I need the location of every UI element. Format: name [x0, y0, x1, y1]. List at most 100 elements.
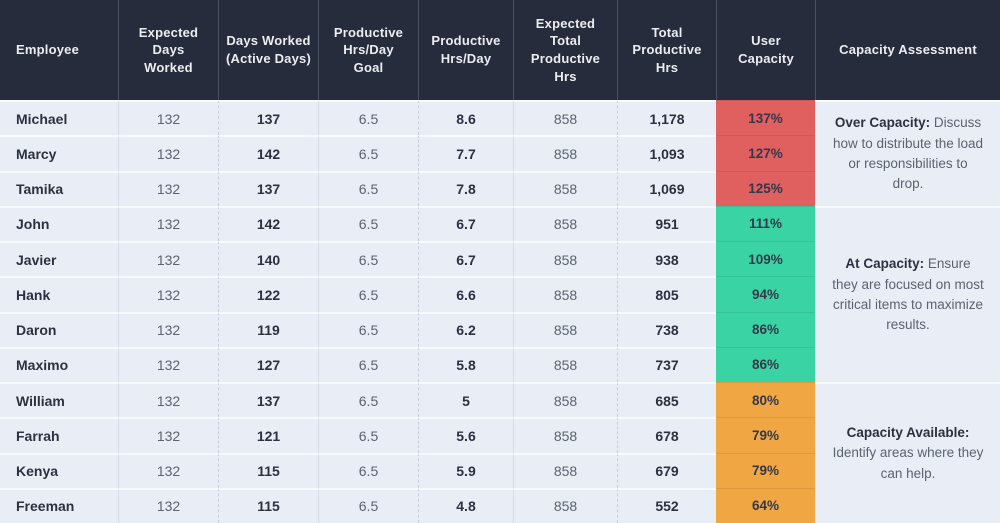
employee-name: Farrah: [0, 417, 118, 452]
cell-hrs-goal: 6.5: [318, 382, 418, 418]
cell-expected-total: 858: [513, 346, 617, 382]
cell-expected-total: 858: [513, 100, 617, 136]
cell-hrs-goal: 6.5: [318, 100, 418, 136]
employee-name: Daron: [0, 311, 118, 347]
cell-hrs-goal: 6.5: [318, 311, 418, 347]
cell-total-hrs: 552: [617, 487, 716, 523]
assessment-over-capacity: Over Capacity: Discuss how to distribute…: [815, 100, 1000, 206]
cell-hrs-goal: 6.5: [318, 452, 418, 488]
cell-hrs-goal: 6.5: [318, 346, 418, 382]
assessment-title: Over Capacity:: [834, 115, 931, 131]
assessment-description: Identify areas where they can help.: [832, 445, 984, 481]
employee-name: Marcy: [0, 135, 118, 170]
assessment-text-block: Capacity Available: Identify areas where…: [832, 423, 984, 484]
cell-hrs-actual: 7.8: [418, 170, 513, 206]
cell-hrs-actual: 5.6: [418, 417, 513, 453]
cell-expected-total: 858: [513, 452, 617, 488]
cell-hrs-actual: 6.7: [418, 205, 513, 241]
cell-expected-days: 132: [118, 487, 218, 523]
cell-expected-days: 132: [118, 417, 218, 453]
cell-days-worked: 137: [218, 100, 318, 136]
assessment-description: Ensure they are focused on most critical…: [832, 256, 984, 333]
cell-expected-days: 132: [118, 452, 218, 488]
cell-hrs-actual: 6.6: [418, 276, 513, 312]
user-capacity-badge: 137%: [716, 100, 815, 136]
user-capacity-badge: 79%: [716, 417, 815, 453]
cell-hrs-actual: 5.8: [418, 346, 513, 382]
cell-total-hrs: 685: [617, 382, 716, 418]
cell-hrs-goal: 6.5: [318, 417, 418, 453]
assessment-at-capacity: At Capacity: Ensure they are focused on …: [815, 205, 1000, 382]
cell-hrs-goal: 6.5: [318, 205, 418, 241]
cell-hrs-goal: 6.5: [318, 487, 418, 523]
employee-name: Tamika: [0, 170, 118, 206]
cell-days-worked: 115: [218, 452, 318, 488]
cell-expected-total: 858: [513, 135, 617, 171]
column-header-productive-hrs-day: Productive Hrs/Day: [418, 0, 513, 100]
column-header-total-productive-hrs: Total Productive Hrs: [617, 0, 716, 100]
cell-days-worked: 122: [218, 276, 318, 312]
employee-name: John: [0, 205, 118, 241]
cell-expected-total: 858: [513, 241, 617, 277]
cell-days-worked: 127: [218, 346, 318, 382]
employee-name: Maximo: [0, 346, 118, 382]
cell-expected-days: 132: [118, 311, 218, 347]
cell-total-hrs: 1,069: [617, 170, 716, 206]
cell-total-hrs: 805: [617, 276, 716, 312]
cell-expected-total: 858: [513, 170, 617, 206]
employee-name: Javier: [0, 241, 118, 276]
user-capacity-badge: 125%: [716, 170, 815, 206]
cell-total-hrs: 1,178: [617, 100, 716, 136]
cell-days-worked: 119: [218, 311, 318, 347]
user-capacity-badge: 109%: [716, 241, 815, 277]
column-header-productive-hrs-goal: Productive Hrs/Day Goal: [318, 0, 418, 100]
cell-expected-days: 132: [118, 382, 218, 418]
cell-days-worked: 115: [218, 487, 318, 523]
user-capacity-badge: 86%: [716, 311, 815, 347]
employee-name: Freeman: [0, 487, 118, 523]
employee-name: Kenya: [0, 452, 118, 488]
cell-total-hrs: 737: [617, 346, 716, 382]
cell-expected-days: 132: [118, 100, 218, 136]
assessment-available-capacity: Capacity Available: Identify areas where…: [815, 382, 1000, 523]
cell-hrs-actual: 6.7: [418, 241, 513, 277]
assessment-title: At Capacity:: [845, 256, 925, 272]
cell-hrs-goal: 6.5: [318, 135, 418, 171]
cell-expected-total: 858: [513, 487, 617, 523]
cell-days-worked: 140: [218, 241, 318, 277]
employee-name: Hank: [0, 276, 118, 311]
assessment-description: Discuss how to distribute the load or re…: [832, 115, 984, 192]
user-capacity-badge: 127%: [716, 135, 815, 171]
assessment-title: Capacity Available:: [846, 425, 970, 441]
cell-expected-days: 132: [118, 135, 218, 171]
cell-hrs-actual: 8.6: [418, 100, 513, 136]
cell-hrs-actual: 7.7: [418, 135, 513, 171]
employee-name: William: [0, 382, 118, 417]
user-capacity-badge: 86%: [716, 346, 815, 382]
cell-hrs-actual: 4.8: [418, 487, 513, 523]
cell-expected-days: 132: [118, 205, 218, 241]
cell-days-worked: 137: [218, 382, 318, 418]
column-header-days-worked-active: Days Worked (Active Days): [218, 0, 318, 100]
cell-expected-days: 132: [118, 346, 218, 382]
user-capacity-badge: 64%: [716, 487, 815, 523]
cell-expected-days: 132: [118, 276, 218, 312]
cell-days-worked: 142: [218, 135, 318, 171]
cell-expected-days: 132: [118, 170, 218, 206]
cell-total-hrs: 678: [617, 417, 716, 453]
column-header-capacity-assessment: Capacity Assessment: [815, 0, 1000, 100]
cell-days-worked: 142: [218, 205, 318, 241]
cell-hrs-goal: 6.5: [318, 276, 418, 312]
cell-hrs-actual: 6.2: [418, 311, 513, 347]
employee-name: Michael: [0, 100, 118, 135]
cell-total-hrs: 951: [617, 205, 716, 241]
user-capacity-badge: 111%: [716, 205, 815, 241]
cell-expected-total: 858: [513, 311, 617, 347]
cell-total-hrs: 938: [617, 241, 716, 277]
cell-expected-total: 858: [513, 417, 617, 453]
user-capacity-badge: 80%: [716, 382, 815, 418]
cell-days-worked: 121: [218, 417, 318, 453]
cell-expected-total: 858: [513, 382, 617, 418]
